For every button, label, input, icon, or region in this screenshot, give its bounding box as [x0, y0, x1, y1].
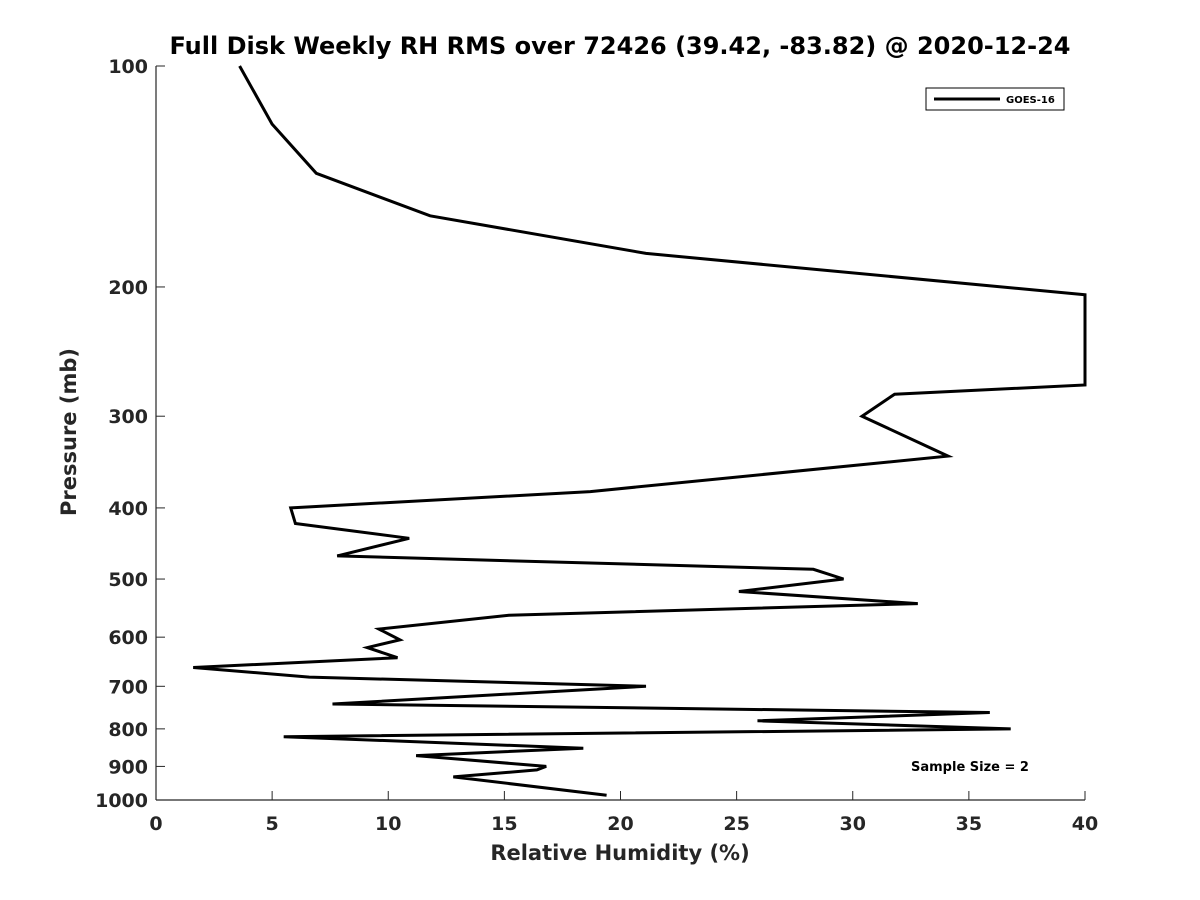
y-tick-label: 700: [108, 676, 148, 698]
x-tick-label: 20: [607, 813, 633, 835]
y-tick-label: 100: [108, 56, 148, 78]
y-tick-label: 400: [108, 498, 148, 520]
series-line-goes-16: [193, 65, 1087, 797]
x-tick-label: 30: [840, 813, 866, 835]
y-tick-label: 600: [108, 627, 148, 649]
x-tick-label: 40: [1072, 813, 1098, 835]
legend: GOES-16: [925, 87, 1065, 111]
plot-area: [193, 65, 1087, 797]
legend-label: GOES-16: [1006, 95, 1055, 106]
chart-title: Full Disk Weekly RH RMS over 72426 (39.4…: [169, 32, 1070, 60]
y-axis-label: Pressure (mb): [57, 348, 81, 516]
x-tick-label: 25: [723, 813, 749, 835]
x-tick-label: 15: [491, 813, 517, 835]
y-tick-label: 1000: [95, 790, 148, 812]
y-tick-label: 800: [108, 719, 148, 741]
x-tick-label: 10: [375, 813, 401, 835]
x-tick-label: 0: [149, 813, 162, 835]
y-tick-label: 200: [108, 277, 148, 299]
y-tick-label: 900: [108, 756, 148, 778]
x-tick-label: 35: [956, 813, 982, 835]
x-tick-label: 5: [266, 813, 279, 835]
y-tick-label: 500: [108, 569, 148, 591]
sample-size-annotation: Sample Size = 2: [911, 760, 1029, 775]
y-tick-label: 300: [108, 406, 148, 428]
axes: 0 5 10 15 20 25 30 35 40 100 200 300 400 500 600 700 800…: [95, 56, 1098, 835]
x-axis-label: Relative Humidity (%): [490, 841, 749, 865]
